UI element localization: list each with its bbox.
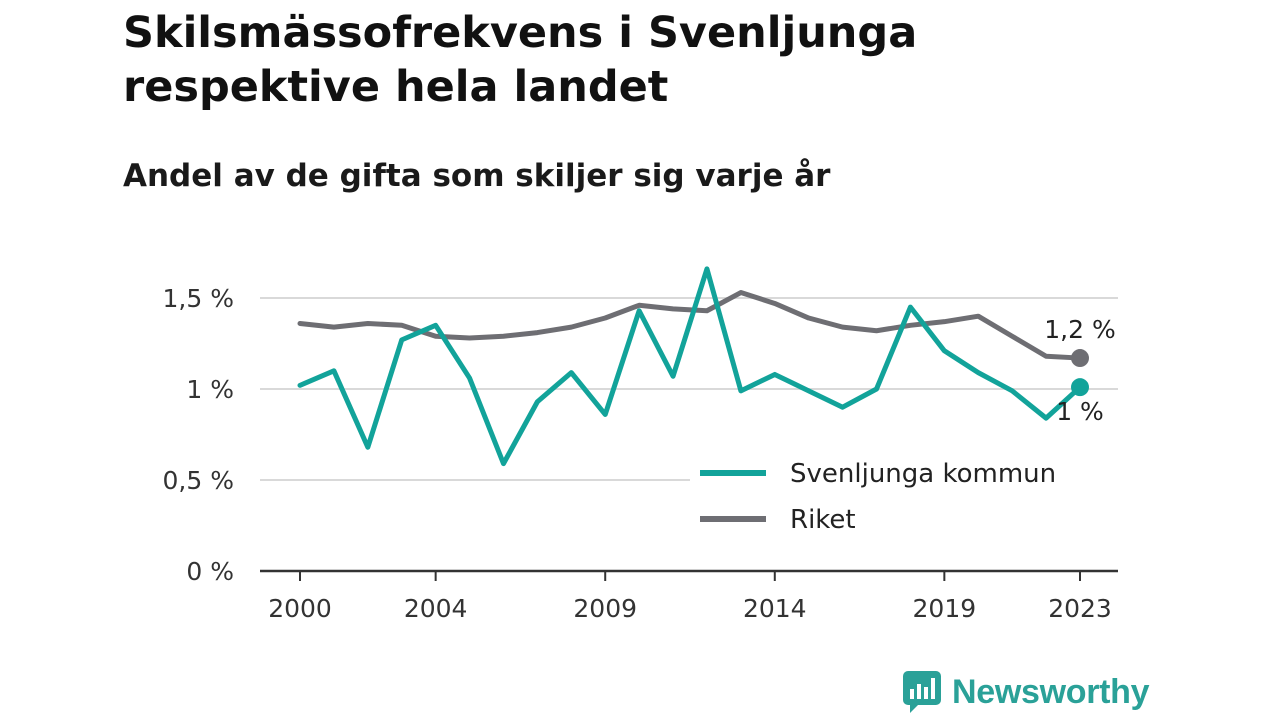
end-label-riket: 1,2 % — [1044, 315, 1115, 344]
legend-background — [690, 448, 1118, 548]
y-tick-label: 0 % — [186, 557, 234, 586]
newsworthy-logo: Newsworthy — [902, 670, 1150, 714]
y-tick-label: 1,5 % — [163, 284, 234, 313]
chart-title: Skilsmässofrekvens i Svenljunga respekti… — [123, 8, 918, 112]
x-tick-label: 2019 — [913, 594, 977, 623]
y-tick-label: 0,5 % — [163, 466, 234, 495]
x-tick-label: 2004 — [404, 594, 468, 623]
series-lines: 1 % 1,2 % — [297, 266, 1116, 467]
legend-label-riket: Riket — [790, 505, 856, 535]
newsworthy-wordmark: Newsworthy — [952, 672, 1150, 711]
end-point-riket — [1071, 349, 1089, 368]
x-tick-label: 2023 — [1048, 594, 1112, 623]
x-axis: 2000 2004 2009 2014 2019 2023 — [260, 569, 1118, 623]
legend: Svenljunga kommun Riket — [690, 448, 1118, 548]
x-tick-label: 2014 — [743, 594, 807, 623]
x-tick-label: 2009 — [573, 594, 637, 623]
newsworthy-chart-bubble-icon — [903, 671, 941, 713]
legend-label-svenljunga: Svenljunga kommun — [790, 459, 1056, 489]
end-point-svenljunga — [1071, 378, 1089, 397]
series-line-svenljunga — [297, 266, 1083, 467]
y-tick-label: 1 % — [186, 375, 234, 404]
end-label-svenljunga: 1 % — [1056, 397, 1104, 426]
chart-subtitle: Andel av de gifta som skiljer sig varje … — [123, 158, 831, 194]
x-tick-label: 2000 — [268, 594, 332, 623]
y-axis-ticks: 0 % 0,5 % 1 % 1,5 % — [163, 284, 234, 586]
series-line-riket — [297, 290, 1083, 361]
